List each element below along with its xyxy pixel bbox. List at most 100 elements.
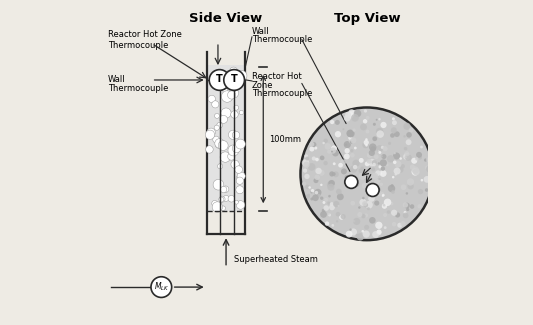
Circle shape (228, 195, 235, 202)
Circle shape (325, 221, 329, 226)
Circle shape (373, 136, 377, 141)
Circle shape (213, 179, 224, 190)
Circle shape (333, 162, 336, 165)
Circle shape (231, 79, 240, 88)
Circle shape (229, 88, 239, 98)
Text: Thermocouple: Thermocouple (252, 35, 312, 44)
Circle shape (376, 128, 383, 135)
Circle shape (364, 225, 369, 230)
Circle shape (330, 120, 334, 124)
Circle shape (235, 200, 238, 204)
Circle shape (336, 220, 338, 223)
Circle shape (377, 162, 380, 165)
Circle shape (390, 133, 395, 138)
Circle shape (327, 184, 335, 191)
Circle shape (327, 150, 331, 154)
Circle shape (382, 203, 387, 209)
Circle shape (394, 131, 400, 137)
Circle shape (365, 201, 373, 209)
Circle shape (384, 226, 386, 229)
Circle shape (364, 203, 368, 207)
Circle shape (344, 141, 351, 148)
Circle shape (328, 195, 331, 198)
Circle shape (315, 158, 319, 161)
Circle shape (393, 168, 401, 175)
Circle shape (384, 199, 391, 206)
Circle shape (332, 150, 339, 156)
Circle shape (391, 210, 397, 216)
Circle shape (411, 158, 417, 164)
Circle shape (356, 234, 359, 237)
Circle shape (328, 214, 331, 216)
Circle shape (377, 229, 382, 234)
Circle shape (305, 157, 309, 161)
Circle shape (237, 71, 247, 81)
Circle shape (364, 140, 369, 145)
Circle shape (363, 119, 367, 124)
Circle shape (316, 168, 322, 174)
Circle shape (350, 149, 353, 152)
Circle shape (404, 147, 407, 150)
Circle shape (381, 166, 385, 171)
Circle shape (360, 166, 364, 170)
Circle shape (304, 174, 310, 179)
Circle shape (403, 211, 407, 214)
Circle shape (223, 71, 235, 82)
Circle shape (305, 185, 310, 189)
Circle shape (424, 176, 431, 183)
Circle shape (208, 95, 215, 103)
Text: Zone: Zone (252, 81, 273, 90)
Circle shape (344, 115, 351, 122)
Circle shape (362, 142, 369, 148)
Circle shape (235, 74, 239, 79)
Circle shape (382, 195, 384, 197)
Circle shape (336, 212, 341, 216)
Circle shape (218, 141, 228, 150)
Circle shape (410, 204, 414, 209)
Circle shape (379, 183, 383, 186)
Circle shape (329, 204, 335, 210)
Circle shape (383, 204, 385, 207)
Circle shape (348, 136, 352, 140)
Circle shape (348, 112, 354, 119)
Circle shape (383, 146, 387, 151)
Circle shape (349, 228, 352, 231)
Circle shape (350, 201, 355, 206)
Circle shape (236, 139, 245, 149)
Circle shape (338, 163, 343, 168)
Circle shape (365, 138, 368, 141)
Circle shape (325, 143, 331, 150)
Circle shape (219, 197, 224, 202)
Circle shape (213, 136, 220, 143)
Circle shape (320, 155, 325, 160)
Circle shape (378, 165, 382, 168)
Circle shape (407, 183, 414, 189)
Circle shape (365, 162, 369, 166)
Circle shape (369, 143, 376, 151)
Circle shape (413, 168, 420, 176)
Circle shape (381, 122, 386, 128)
Circle shape (394, 161, 401, 168)
Circle shape (397, 223, 402, 228)
Circle shape (228, 153, 235, 160)
Circle shape (374, 201, 379, 206)
Circle shape (314, 189, 321, 196)
Circle shape (392, 120, 397, 125)
Circle shape (406, 139, 411, 145)
Circle shape (350, 165, 357, 173)
Circle shape (378, 151, 381, 154)
Circle shape (319, 170, 325, 176)
Circle shape (405, 151, 409, 156)
Circle shape (324, 138, 328, 143)
Circle shape (417, 204, 422, 208)
Circle shape (231, 160, 239, 169)
Circle shape (348, 109, 355, 116)
Circle shape (304, 154, 308, 158)
Circle shape (353, 220, 356, 222)
Circle shape (382, 194, 385, 197)
Circle shape (393, 152, 400, 160)
Circle shape (405, 156, 407, 159)
Circle shape (354, 147, 357, 150)
Circle shape (398, 167, 403, 173)
Circle shape (151, 277, 172, 297)
